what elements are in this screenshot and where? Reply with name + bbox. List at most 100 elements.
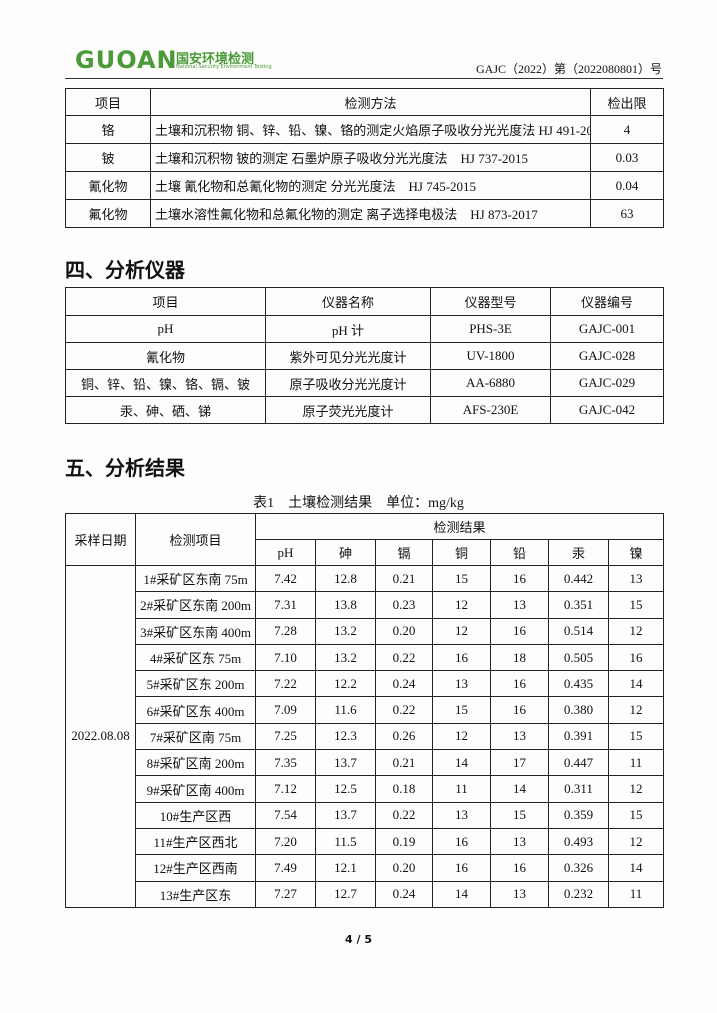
table-cell: pH [65, 315, 266, 343]
table-row: 氰化物 紫外可见分光光度计 UV-1800 GAJC-028 [65, 342, 664, 370]
table-cell: 7.28 [255, 617, 316, 645]
table-row: 5#采矿区东 200m 7.22 12.2 0.24 13 16 0.435 14 [66, 670, 665, 698]
table-cell: 13.7 [315, 749, 376, 777]
table-cell: 7.09 [255, 696, 316, 724]
table-row: 7#采矿区南 75m 7.25 12.3 0.26 12 13 0.391 15 [66, 722, 665, 751]
table-cell: 0.22 [375, 801, 433, 829]
table-cell: 原子荧光光度计 [265, 396, 431, 424]
table-cell: 15 [490, 801, 549, 829]
table-cell: 4#采矿区东 75m [135, 643, 256, 672]
table-cell: 5#采矿区东 200m [135, 670, 256, 698]
table-cell: pH 计 [265, 315, 431, 343]
table-cell: 10#生产区西 [135, 801, 256, 829]
table-cell: 13 [490, 827, 549, 856]
table-cell: 16 [607, 643, 665, 672]
table-cell: 13 [490, 722, 549, 751]
table-row: 项目 仪器名称 仪器型号 仪器编号 [65, 287, 664, 316]
table-cell: 0.493 [548, 827, 609, 856]
table-cell: 11.6 [315, 696, 376, 724]
table-cell: 7.42 [255, 564, 316, 593]
table-row: 2#采矿区东南 200m 7.31 13.8 0.23 12 13 0.351 15 [66, 591, 665, 619]
table-cell: 7.20 [255, 827, 316, 856]
table-row: 铍土壤和沉积物 铍的测定 石墨炉原子吸收分光光度法 HJ 737-2015 0.0… [65, 143, 664, 172]
table-cell: GAJC-001 [550, 315, 664, 343]
table-cell: 2#采矿区东南 200m [135, 591, 256, 619]
section-title: 五、分析结果 [65, 456, 185, 480]
table-cell: 0.21 [375, 749, 433, 777]
table-row: 汞、砷、硒、锑 原子荧光光度计 AFS-230E GAJC-042 [65, 396, 664, 424]
table-cell: 3#采矿区东南 400m [135, 617, 256, 645]
report-no: GAJC（2022）第（2022080801）号 [475, 62, 662, 76]
table-cell: 16 [490, 617, 549, 645]
table-row: 12#生产区西南 7.49 12.1 0.20 16 16 0.326 14 [66, 854, 665, 882]
logo-cn: 国安环境检测 [176, 52, 255, 67]
table-cell: 0.24 [375, 670, 433, 698]
table-cell: 16 [490, 696, 549, 724]
table-cell: 0.505 [548, 643, 609, 672]
column-header: 采样日期 [65, 513, 136, 566]
table-cell: 0.311 [548, 775, 609, 803]
table-cell: AFS-230E [430, 396, 551, 424]
table-cell: 氟化物 [65, 199, 151, 228]
table-cell: 0.380 [548, 696, 609, 724]
table-row: pH 砷镉铜铅汞镍 [66, 539, 665, 566]
table-cell: 0.514 [548, 617, 609, 645]
table-cell: 15 [607, 722, 665, 751]
column-header: 检测方法 [150, 88, 591, 116]
table-cell: 0.04 [590, 171, 664, 200]
column-header: 砷 [315, 539, 376, 566]
table-row: 11#生产区西北 7.20 11.5 0.19 16 13 0.493 12 [66, 827, 665, 856]
table-row: 13#生产区东 7.27 12.7 0.24 14 13 0.232 11 [66, 880, 665, 908]
table: 采样日期 检测项目 检测结果 pH 砷镉铜铅汞镍 2022.08.08 1#采矿区东南 75… [65, 513, 665, 908]
table-cell: 7.31 [255, 591, 316, 619]
logo-en: National Security Environment Testing [176, 64, 272, 70]
table-cell: 7.27 [255, 880, 316, 908]
table-cell: GAJC-028 [550, 342, 664, 370]
table-cell: 0.391 [548, 722, 609, 751]
column-header: 检测结果 [254, 513, 665, 540]
table-cell: 18 [490, 643, 549, 672]
table-cell: 0.22 [375, 643, 433, 672]
table-cell: 13.2 [315, 643, 376, 672]
table-row: 铜、锌、铅、镍、铬、镉、铍 原子吸收分光光度计 AA-6880 GAJC-029 [65, 369, 664, 397]
column-header: 项目 [65, 287, 266, 316]
table-cell: 4 [590, 115, 664, 144]
table-cell: 16 [490, 854, 549, 882]
table-cell: 15 [432, 696, 491, 724]
column-header: 镉 [375, 539, 433, 566]
table-row: 6#采矿区东 400m 7.09 11.6 0.22 15 16 0.380 12 [66, 696, 665, 724]
table-cell: 0.03 [590, 143, 664, 172]
column-header: 仪器型号 [430, 287, 551, 316]
table-cell: 16 [432, 854, 491, 882]
table-cell: 14 [607, 854, 665, 882]
table-cell: 氰化物 [65, 171, 151, 200]
table-cell: 12#生产区西南 [135, 854, 256, 882]
table-cell: 7.54 [255, 801, 316, 829]
table-cell: 铬 [65, 115, 151, 144]
table-cell: 12.8 [315, 564, 376, 593]
table-cell: 12 [607, 696, 665, 724]
table-cell: 0.351 [548, 591, 609, 619]
column-header: 仪器编号 [550, 287, 664, 316]
table-cell: 土壤和沉积物 铍的测定 石墨炉原子吸收分光光度法 HJ 737-2015 [150, 143, 591, 172]
table-cell: 13 [490, 591, 549, 619]
table-cell: 7#采矿区南 75m [135, 722, 256, 751]
table-cell: 原子吸收分光光度计 [265, 369, 431, 397]
table-cell: 16 [490, 564, 549, 593]
table-cell: 11#生产区西北 [135, 827, 256, 856]
table-cell: 0.23 [375, 591, 433, 619]
table-cell: 13.2 [315, 617, 376, 645]
table-cell: 11.5 [315, 827, 376, 856]
table-cell: 0.22 [375, 696, 433, 724]
table-cell: 15 [607, 591, 665, 619]
table-cell: 13#生产区东 [135, 880, 256, 908]
table-cell: 0.20 [375, 854, 433, 882]
table-cell: 13 [607, 564, 665, 593]
table-cell: 13 [432, 801, 491, 829]
table-cell: 16 [432, 827, 491, 856]
table: 项目 检测方法 检出限铬土壤和沉积物 铜、锌、铅、镍、铬的测定火焰原子吸收分光光度法… [65, 88, 664, 228]
table-cell: 0.19 [375, 827, 433, 856]
table-cell: 13.7 [315, 801, 376, 829]
table-cell: 13 [490, 880, 549, 908]
table-cell: 12 [432, 591, 491, 619]
